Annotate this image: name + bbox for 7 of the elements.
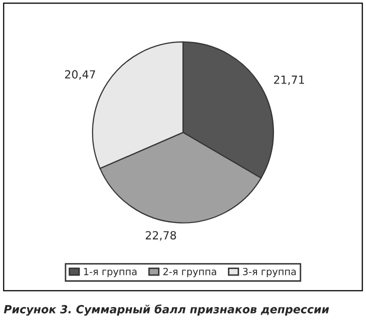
data-label: 20,47 <box>65 70 96 80</box>
data-label: 22,78 <box>146 231 176 241</box>
data-label: 21,71 <box>274 75 304 86</box>
legend-label: 1-я группа <box>84 268 136 278</box>
text: Рисунок 3. Суммарный балл признаков депрессии <box>4 304 329 316</box>
legend-label: 2-я группа <box>163 268 216 278</box>
legend-label: 3-я группа <box>242 268 296 278</box>
